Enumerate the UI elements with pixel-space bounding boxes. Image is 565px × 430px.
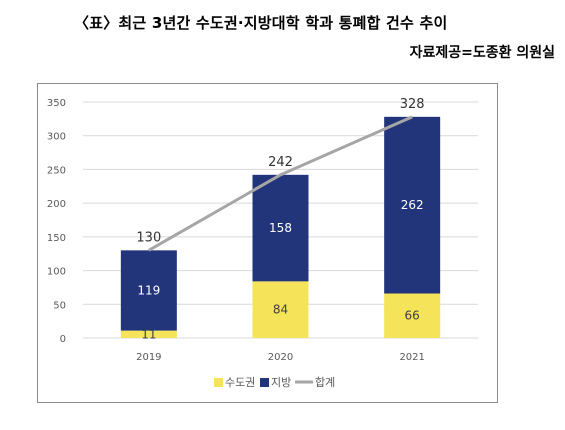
- legend-label: 합계: [315, 376, 335, 389]
- legend-label: 지방: [271, 376, 291, 389]
- bar-capital: [384, 293, 441, 338]
- data-label-total: 130: [136, 230, 161, 245]
- chart-title: 〈표〉최근 3년간 수도권·지방대학 학과 통폐합 건수 추이: [74, 14, 448, 32]
- legend-swatch-capital: [214, 378, 223, 387]
- y-tick-label: 150: [47, 233, 66, 244]
- bar-capital: [252, 281, 309, 338]
- y-tick-label: 350: [47, 98, 66, 109]
- data-label-total: 242: [268, 155, 293, 170]
- y-tick-label: 100: [47, 267, 66, 278]
- data-label-regional: 262: [401, 198, 424, 212]
- y-tick-label: 0: [60, 334, 66, 345]
- y-tick-label: 200: [47, 199, 66, 210]
- legend-label: 수도권: [225, 376, 255, 389]
- bar-capital: [120, 330, 177, 338]
- y-tick-label: 50: [53, 300, 66, 311]
- data-label-capital: 11: [141, 327, 156, 341]
- data-label-regional: 158: [269, 221, 292, 235]
- data-label-total: 328: [400, 97, 425, 112]
- bar-regional: [120, 250, 177, 331]
- total-line: [148, 115, 413, 252]
- x-tick-label: 2021: [399, 352, 424, 363]
- y-tick-label: 300: [47, 132, 66, 143]
- x-tick-label: 2020: [268, 352, 293, 363]
- legend-swatch-regional: [260, 378, 269, 387]
- y-tick-label: 250: [47, 165, 66, 176]
- stacked-bar-chart: 0 50 100 150 200 250 300 350 11 119 2019 84 158 2020 6…: [47, 97, 478, 389]
- chart-frame: 0 50 100 150 200 250 300 350 11 119 2019 84 158 2020 6…: [37, 83, 498, 403]
- x-tick-label: 2019: [136, 352, 161, 363]
- bar-regional: [252, 174, 309, 282]
- data-label-regional: 119: [137, 283, 160, 297]
- data-label-capital: 84: [273, 303, 288, 317]
- data-label-capital: 66: [405, 309, 420, 323]
- source-credit: 자료제공=도종환 의원실: [409, 45, 555, 61]
- bar-regional: [384, 116, 441, 294]
